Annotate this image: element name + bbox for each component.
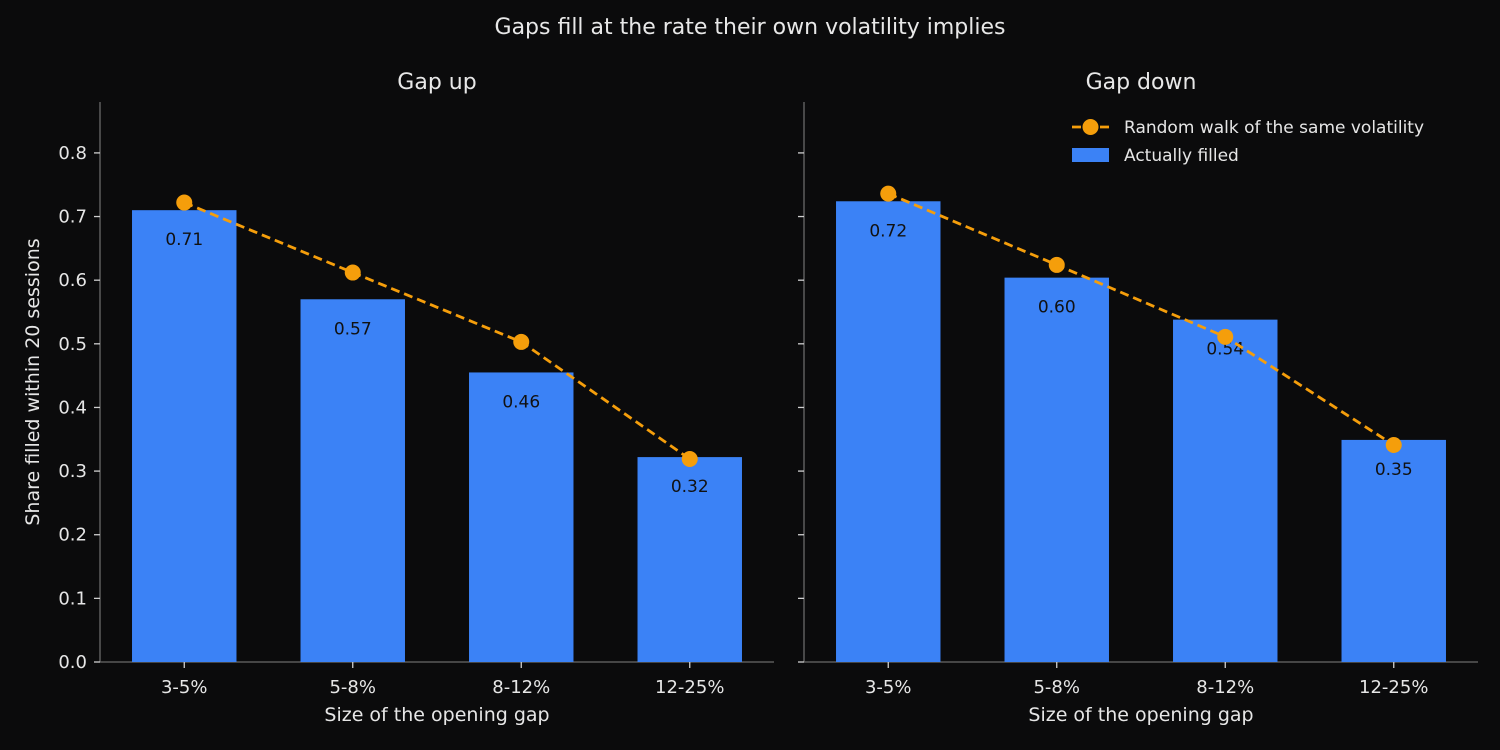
bar-value-label: 0.60 xyxy=(1038,298,1076,318)
x-tick-label: 12-25% xyxy=(1359,677,1428,698)
legend-line-marker xyxy=(1082,119,1099,135)
random-walk-line xyxy=(183,201,691,461)
bar-value-label: 0.35 xyxy=(1375,460,1413,480)
random-walk-point xyxy=(681,451,698,467)
y-tick-label: 0.7 xyxy=(58,207,87,228)
figure-title: Gaps fill at the rate their own volatili… xyxy=(495,15,1006,40)
random-walk-point xyxy=(1048,256,1065,273)
x-axis-label: Size of the opening gap xyxy=(324,704,549,726)
x-axis-label: Size of the opening gap xyxy=(1028,704,1253,726)
bar xyxy=(1341,439,1446,662)
random-walk-line xyxy=(887,192,1395,447)
x-tick-label: 8-12% xyxy=(492,677,550,698)
panel-title: Gap down xyxy=(1086,70,1197,95)
y-tick-label: 0.4 xyxy=(58,397,87,418)
random-walk-point xyxy=(1385,437,1402,453)
y-tick-label: 0.1 xyxy=(58,588,87,609)
x-tick-label: 5-8% xyxy=(1033,677,1080,698)
y-tick-label: 0.3 xyxy=(58,461,87,482)
bar xyxy=(637,457,742,662)
random-walk-point xyxy=(1217,328,1234,345)
random-walk-point xyxy=(513,333,530,350)
x-tick-label: 3-5% xyxy=(865,677,912,698)
y-tick-label: 0.0 xyxy=(58,652,87,673)
legend-label: Actually filled xyxy=(1124,146,1239,166)
x-tick-label: 12-25% xyxy=(655,677,724,698)
bar xyxy=(836,201,941,663)
y-tick-label: 0.5 xyxy=(58,334,87,355)
bar-value-label: 0.46 xyxy=(502,392,540,412)
bar-value-label: 0.71 xyxy=(165,230,203,250)
bar xyxy=(1004,277,1109,662)
x-tick-label: 5-8% xyxy=(329,677,376,698)
y-axis-label: Share filled within 20 sessions xyxy=(22,238,44,525)
panel-2: Gap down 3-5% 5-8% 8-12% 12-25% Size of the o… xyxy=(798,70,1478,726)
bar-value-label: 0.57 xyxy=(334,319,372,339)
random-walk-point xyxy=(344,264,361,281)
legend-label: Random walk of the same volatility xyxy=(1124,118,1424,138)
bar-value-label: 0.54 xyxy=(1206,340,1244,360)
bar xyxy=(132,210,237,662)
y-tick-label: 0.2 xyxy=(58,525,87,546)
panel-1: Gap up 0.0 0.1 0.2 0.3 0.4 0.5 0.6 0.7 0.8 Share f… xyxy=(22,70,774,726)
bar-value-label: 0.72 xyxy=(869,221,907,241)
panel-title: Gap up xyxy=(397,70,476,95)
chart-panels: Gap up 0.0 0.1 0.2 0.3 0.4 0.5 0.6 0.7 0.8 Share f… xyxy=(22,70,1478,726)
bar xyxy=(300,299,405,662)
random-walk-point xyxy=(880,185,897,202)
legend: Random walk of the same volatility Actual… xyxy=(1072,118,1424,166)
bar xyxy=(1173,319,1278,662)
x-tick-label: 3-5% xyxy=(161,677,208,698)
y-tick-label: 0.6 xyxy=(58,270,87,291)
random-walk-point xyxy=(176,194,193,211)
bar xyxy=(469,372,574,662)
x-tick-label: 8-12% xyxy=(1196,677,1254,698)
y-tick-label: 0.8 xyxy=(58,143,87,164)
legend-bar-swatch xyxy=(1072,148,1109,162)
bar-value-label: 0.32 xyxy=(671,477,709,497)
